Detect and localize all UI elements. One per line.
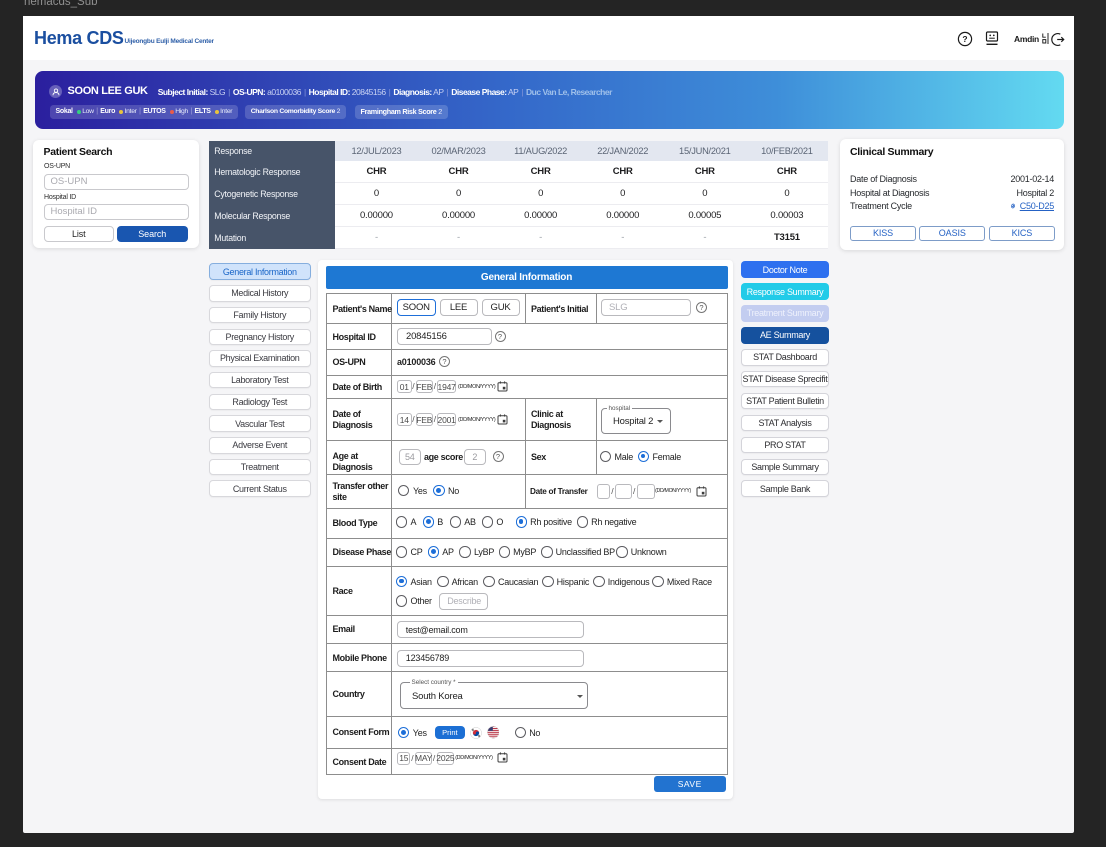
svg-text:?: ? — [962, 34, 967, 44]
